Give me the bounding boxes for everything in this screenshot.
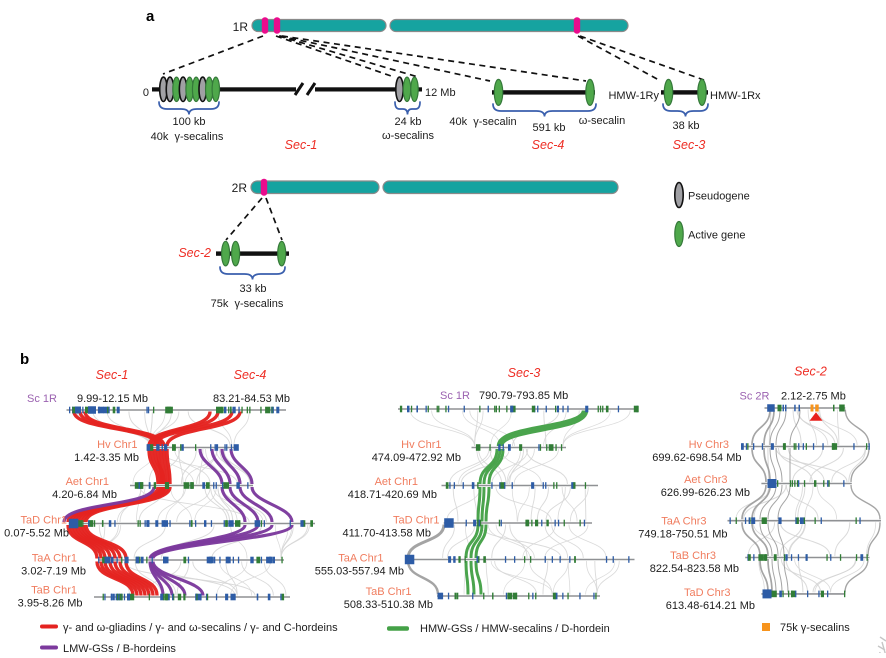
svg-text:γ- and ω-gliadins / γ- and ω-s: γ- and ω-gliadins / γ- and ω-secalins / … [63, 622, 338, 634]
svg-text:0.07-5.52 Mb: 0.07-5.52 Mb [4, 528, 69, 540]
svg-text:Aet Chr1: Aet Chr1 [66, 476, 109, 488]
svg-text:TaD Chr1: TaD Chr1 [21, 515, 67, 527]
svg-text:411.70-413.58 Mb: 411.70-413.58 Mb [343, 528, 431, 540]
svg-text:Sc 1R: Sc 1R [27, 393, 57, 405]
svg-text:Sec-2: Sec-2 [794, 365, 827, 379]
svg-text:822.54-823.58 Mb: 822.54-823.58 Mb [650, 563, 739, 575]
svg-text:38 kb: 38 kb [673, 120, 700, 132]
svg-text:1R: 1R [233, 20, 249, 34]
svg-text:699.62-698.54 Mb: 699.62-698.54 Mb [652, 452, 741, 464]
svg-text:591 kb: 591 kb [532, 122, 565, 134]
svg-text:Active gene: Active gene [688, 230, 745, 242]
svg-text:508.33-510.38 Mb: 508.33-510.38 Mb [344, 599, 433, 611]
svg-text:626.99-626.23 Mb: 626.99-626.23 Mb [661, 487, 750, 499]
svg-text:24 kb: 24 kb [395, 116, 422, 128]
svg-text:40k γ-secalins: 40k γ-secalins [151, 131, 224, 143]
svg-text:HMW-1Rx: HMW-1Rx [710, 90, 761, 102]
svg-text:790.79-793.85 Mb: 790.79-793.85 Mb [479, 390, 568, 402]
svg-text:b: b [20, 351, 29, 368]
svg-text:0: 0 [143, 87, 149, 99]
svg-text:HMW-1Ry: HMW-1Ry [608, 90, 659, 102]
svg-text:Sec-4: Sec-4 [234, 368, 267, 382]
svg-text:Sec-4: Sec-4 [532, 138, 565, 152]
svg-text:ω-secalins: ω-secalins [382, 130, 434, 142]
svg-text:TaA Chr1: TaA Chr1 [338, 553, 383, 565]
svg-text:100 kb: 100 kb [172, 116, 205, 128]
svg-text:555.03-557.94 Mb: 555.03-557.94 Mb [315, 566, 404, 578]
svg-text:418.71-420.69 Mb: 418.71-420.69 Mb [348, 489, 437, 501]
svg-text:3.95-8.26 Mb: 3.95-8.26 Mb [18, 598, 83, 610]
svg-text:Sec-1: Sec-1 [96, 368, 129, 382]
svg-text:4.20-6.84 Mb: 4.20-6.84 Mb [52, 489, 117, 501]
svg-text:Aet Chr1: Aet Chr1 [375, 476, 418, 488]
svg-text:2R: 2R [232, 181, 248, 195]
svg-text:Sec-1: Sec-1 [285, 138, 318, 152]
svg-text:Sec-3: Sec-3 [673, 138, 706, 152]
svg-text:474.09-472.92 Mb: 474.09-472.92 Mb [372, 452, 461, 464]
svg-text:83.21-84.53 Mb: 83.21-84.53 Mb [213, 393, 290, 405]
svg-text:TaB Chr3: TaB Chr3 [670, 550, 716, 562]
svg-text:Aet Chr3: Aet Chr3 [684, 474, 727, 486]
svg-text:40k γ-secalin: 40k γ-secalin [449, 116, 516, 128]
svg-text:a: a [146, 8, 155, 25]
svg-text:TaD Chr3: TaD Chr3 [684, 587, 730, 599]
svg-text:75k γ-secalins: 75k γ-secalins [780, 622, 850, 634]
svg-text:TaB Chr1: TaB Chr1 [366, 586, 412, 598]
svg-text:Sc 2R: Sc 2R [740, 391, 770, 403]
svg-text:9.99-12.15 Mb: 9.99-12.15 Mb [77, 393, 148, 405]
svg-text:Hv Chr1: Hv Chr1 [401, 439, 441, 451]
svg-text:33 kb: 33 kb [240, 283, 267, 295]
svg-text:Hv Chr3: Hv Chr3 [689, 439, 729, 451]
svg-text:ω-secalin: ω-secalin [579, 115, 626, 127]
svg-text:Pseudogene: Pseudogene [688, 191, 750, 203]
svg-text:1.42-3.35 Mb: 1.42-3.35 Mb [74, 452, 139, 464]
svg-text:3.02-7.19 Mb: 3.02-7.19 Mb [21, 566, 86, 578]
svg-text:TaB Chr1: TaB Chr1 [31, 585, 77, 597]
svg-text:12 Mb: 12 Mb [425, 87, 456, 99]
svg-text:2.12-2.75 Mb: 2.12-2.75 Mb [781, 391, 846, 403]
svg-text:613.48-614.21 Mb: 613.48-614.21 Mb [666, 600, 755, 612]
svg-text:749.18-750.51 Mb: 749.18-750.51 Mb [638, 529, 727, 541]
svg-text:Hv Chr1: Hv Chr1 [97, 439, 137, 451]
svg-text:Sec-3: Sec-3 [508, 366, 541, 380]
svg-text:LMW-GSs / B-hordeins: LMW-GSs / B-hordeins [63, 643, 176, 653]
svg-text:TaD Chr1: TaD Chr1 [393, 515, 439, 527]
svg-text:TaA Chr1: TaA Chr1 [32, 553, 77, 565]
svg-text:Sec-2: Sec-2 [178, 246, 211, 260]
svg-text:75k γ-secalins: 75k γ-secalins [211, 298, 284, 310]
svg-text:Sc 1R: Sc 1R [440, 390, 470, 402]
svg-text:TaA Chr3: TaA Chr3 [661, 516, 706, 528]
svg-text:HMW-GSs / HMW-secalins / D-hor: HMW-GSs / HMW-secalins / D-hordein [420, 623, 610, 635]
